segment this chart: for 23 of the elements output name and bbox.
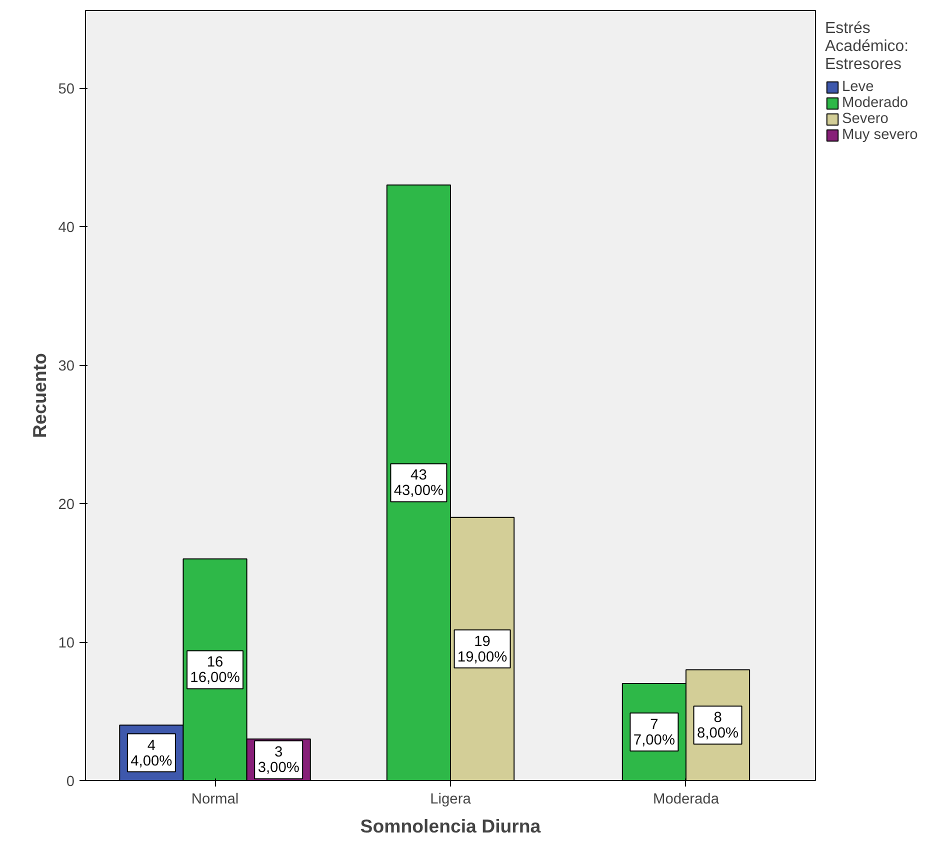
legend-title: Estrés Académico: Estresores: [825, 20, 910, 74]
data-label: 3 3,00%: [258, 744, 300, 776]
data-label: 16 16,00%: [190, 654, 240, 686]
y-tick-label: 40: [58, 220, 75, 236]
data-label: 19 19,00%: [457, 634, 508, 666]
legend-label: Muy severo: [842, 127, 918, 143]
data-label: 7 7,00%: [633, 717, 675, 749]
data-label: 8 8,00%: [696, 710, 739, 742]
y-tick-label: 10: [58, 636, 75, 652]
x-tick-label: Normal: [191, 792, 239, 808]
y-tick-label: 30: [58, 358, 75, 375]
data-label: 4 4,00%: [130, 738, 172, 770]
x-tick-label: Moderada: [652, 792, 720, 808]
y-tick-label: 50: [58, 82, 75, 98]
y-tick-label: 0: [66, 774, 75, 790]
legend-label: Moderado: [842, 95, 908, 111]
data-label: 43 43,00%: [394, 468, 444, 500]
y-axis-title: Recuento: [29, 352, 50, 438]
legend-label: Leve: [842, 79, 874, 95]
x-axis-title: Somnolencia Diurna: [360, 816, 542, 836]
y-tick-label: 20: [58, 497, 75, 514]
legend-label: Severo: [842, 111, 888, 127]
x-tick-label: Ligera: [430, 792, 472, 808]
